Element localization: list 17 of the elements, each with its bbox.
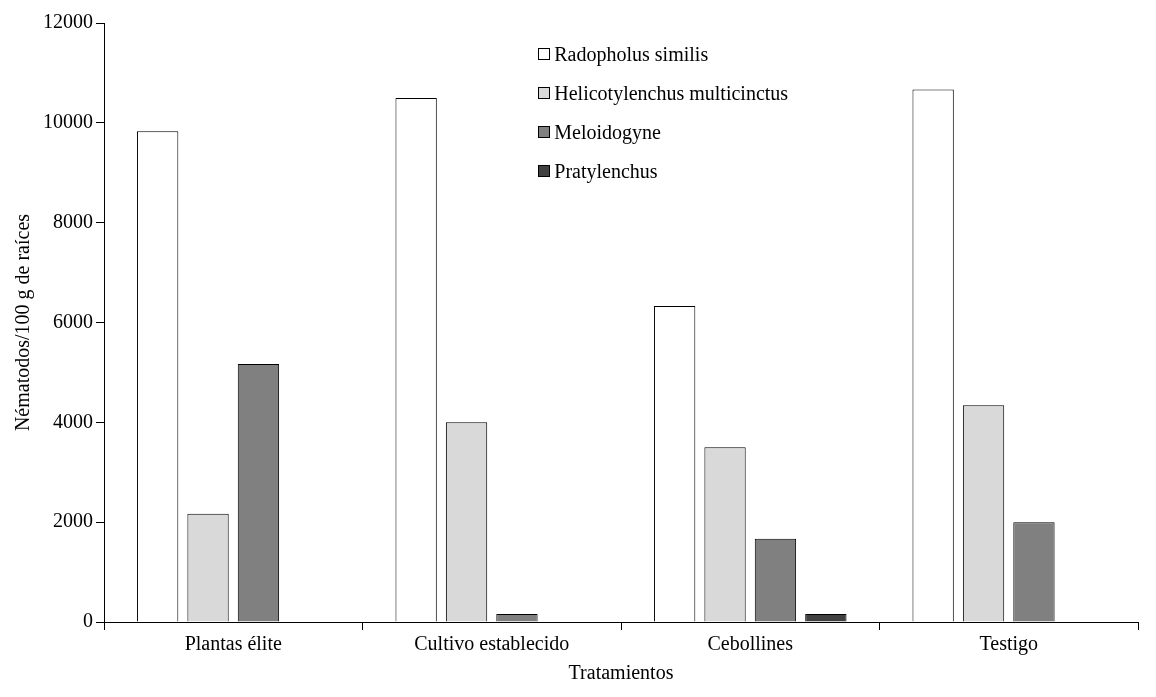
y-tick-label: 4000 (53, 409, 93, 432)
x-axis-title: Tratamientos (568, 661, 674, 684)
legend-label: Helicotylenchus multicinctus (554, 81, 789, 105)
y-tick-label: 2000 (53, 509, 93, 532)
y-axis-title: Nématodos/100 g de raíces (11, 213, 35, 432)
legend-label: Radopholus similis (554, 42, 709, 66)
y-tick-label: 12000 (43, 10, 93, 33)
legend-label: Meloidogyne (554, 120, 661, 144)
y-tick-label: 0 (83, 609, 93, 632)
y-tick-label: 6000 (53, 309, 93, 332)
x-tick-label: Cultivo establecido (414, 632, 570, 655)
x-tick-label: Plantas élite (184, 632, 282, 655)
x-tick-label: Cebollines (707, 632, 794, 655)
y-tick-label: 10000 (43, 110, 93, 133)
y-tick-label: 8000 (53, 209, 93, 232)
x-tick-label: Testigo (979, 632, 1039, 656)
legend-label: Pratylenchus (554, 159, 658, 183)
